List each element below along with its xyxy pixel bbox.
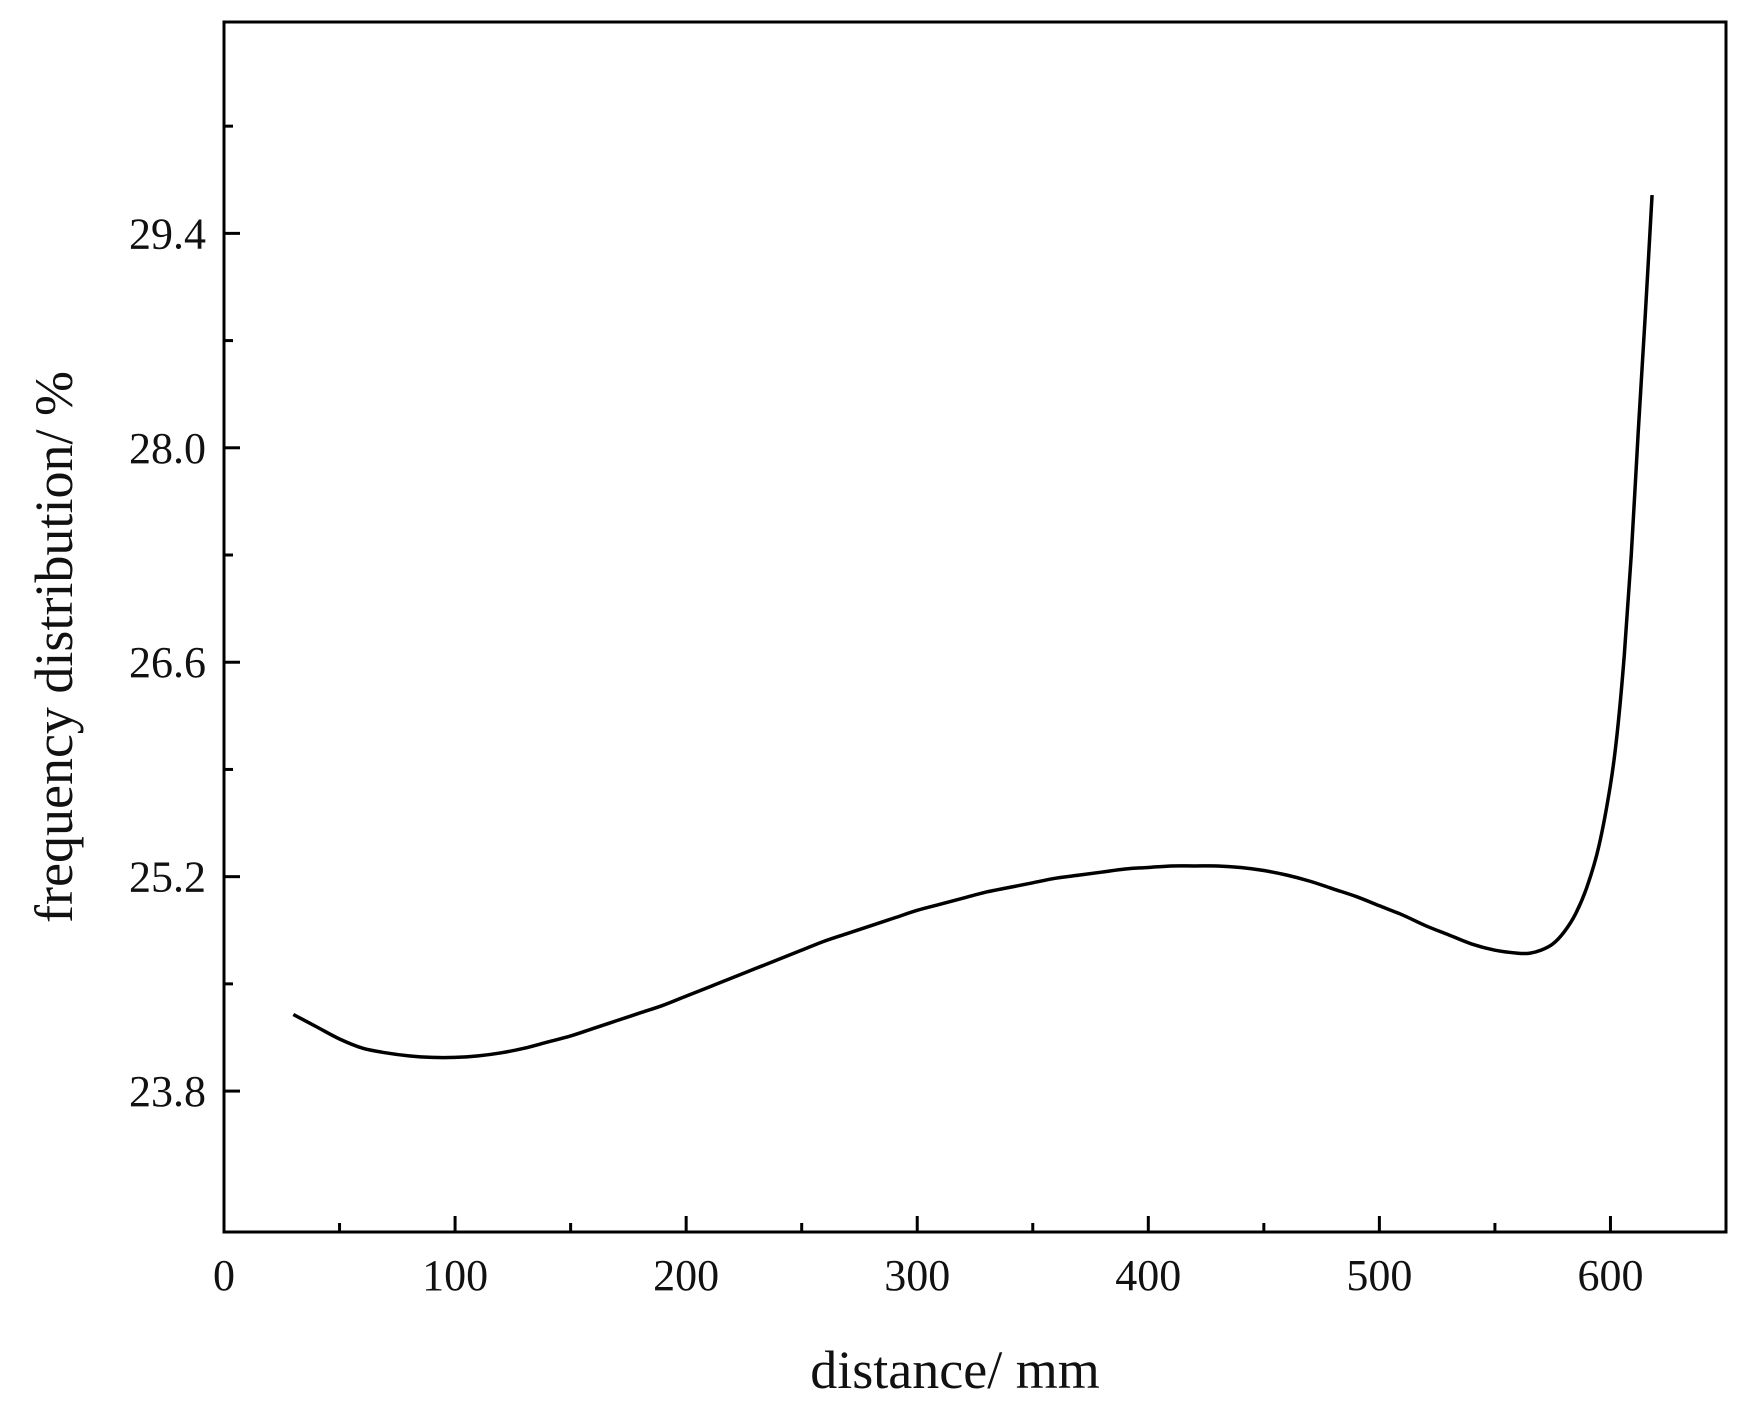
x-tick-label: 200	[653, 1251, 719, 1300]
x-tick-label: 100	[422, 1251, 488, 1300]
x-tick-labels: 0 100 200 300 400 500 600	[213, 1251, 1643, 1300]
x-axis-title: distance/ mm	[810, 1340, 1099, 1400]
y-tick-label: 25.2	[129, 853, 206, 902]
x-tick-label: 600	[1577, 1251, 1643, 1300]
series-line	[292, 194, 1654, 1060]
plot-area-frame	[222, 20, 1728, 1234]
y-tick-label: 28.0	[129, 424, 206, 473]
y-major-ticks	[224, 231, 240, 1093]
x-major-ticks	[222, 1216, 1612, 1232]
series-group	[292, 194, 1654, 1060]
x-tick-label: 0	[213, 1251, 235, 1300]
y-tick-label: 23.8	[129, 1067, 206, 1116]
x-tick-label: 300	[884, 1251, 950, 1300]
x-tick-label: 500	[1346, 1251, 1412, 1300]
y-axis-title: frequency distribution/ %	[24, 371, 84, 923]
y-tick-label: 26.6	[129, 638, 206, 687]
y-tick-labels: 23.8 25.2 26.6 28.0 29.4	[129, 209, 206, 1116]
x-tick-label: 400	[1115, 1251, 1181, 1300]
y-tick-label: 29.4	[129, 209, 206, 258]
